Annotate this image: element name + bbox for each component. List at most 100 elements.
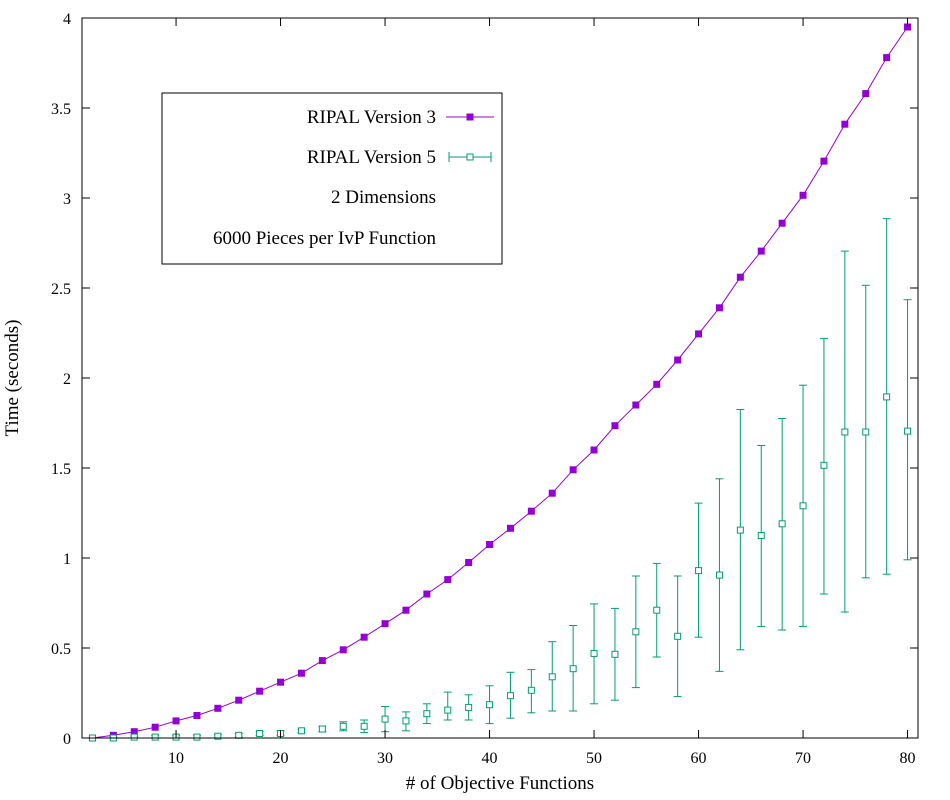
data-point-ripal-v5: [674, 632, 682, 640]
y-axis-title: Time (seconds): [2, 320, 23, 437]
data-point-ripal-v5: [151, 733, 159, 741]
data-point-ripal-v5: [820, 461, 828, 469]
data-point-ripal-v3: [381, 620, 389, 628]
data-point-ripal-v3: [736, 273, 744, 281]
legend-note-pieces: 6000 Pieces per IvP Function: [213, 228, 437, 249]
data-point-ripal-v5: [715, 571, 723, 579]
data-point-ripal-v5: [256, 730, 264, 737]
data-point-ripal-v5: [590, 649, 598, 657]
x-tick-label: 80: [900, 750, 916, 767]
data-point-ripal-v3: [590, 446, 598, 454]
x-tick-label: 20: [273, 750, 289, 767]
data-point-ripal-v3: [318, 657, 326, 665]
data-point-ripal-v5: [736, 526, 744, 534]
data-point-ripal-v5: [548, 673, 556, 681]
data-point-ripal-v5: [778, 520, 786, 528]
data-point-ripal-v3: [653, 380, 661, 388]
data-point-ripal-v3: [527, 507, 535, 515]
data-point-ripal-v5: [611, 650, 619, 658]
data-point-ripal-v3: [339, 646, 347, 654]
y-tick-label: 4: [63, 11, 71, 28]
data-point-ripal-v3: [778, 219, 786, 227]
y-tick-label: 1.5: [51, 461, 71, 478]
x-tick-label: 70: [795, 750, 811, 767]
data-point-ripal-v3: [862, 90, 870, 98]
data-point-ripal-v5: [339, 722, 347, 730]
legend-label-ripal-v5: RIPAL Version 5: [307, 147, 436, 168]
y-tick-label: 3.5: [51, 101, 71, 118]
legend-swatch-marker-ripal-v3: [466, 113, 474, 121]
data-point-ripal-v3: [715, 304, 723, 312]
data-point-ripal-v3: [235, 696, 243, 704]
data-point-ripal-v3: [757, 247, 765, 255]
data-point-ripal-v5: [904, 427, 912, 435]
data-point-ripal-v3: [423, 590, 431, 598]
data-point-ripal-v5: [444, 706, 452, 714]
legend-swatches: [446, 113, 494, 162]
data-point-ripal-v5: [862, 428, 870, 436]
data-point-ripal-v5: [695, 567, 703, 575]
x-tick-label: 50: [586, 750, 602, 767]
data-point-ripal-v3: [904, 23, 912, 31]
x-tick-label: 40: [482, 750, 498, 767]
y-tick-label: 0: [63, 731, 71, 748]
data-point-ripal-v3: [548, 489, 556, 497]
data-point-ripal-v3: [569, 466, 577, 474]
legend-swatch-marker-ripal-v5: [466, 153, 474, 161]
y-tick-label: 3: [63, 191, 71, 208]
data-point-ripal-v5: [402, 717, 410, 725]
data-point-ripal-v3: [277, 678, 285, 686]
data-point-ripal-v5: [841, 428, 849, 436]
data-point-ripal-v5: [193, 733, 201, 741]
data-point-ripal-v3: [674, 356, 682, 364]
data-point-ripal-v5: [465, 703, 473, 711]
data-point-ripal-v5: [318, 725, 326, 733]
data-point-ripal-v5: [423, 710, 431, 718]
x-tick-label: 60: [691, 750, 707, 767]
data-point-ripal-v3: [799, 191, 807, 199]
data-point-ripal-v5: [653, 606, 661, 614]
data-point-ripal-v3: [486, 541, 494, 548]
data-point-ripal-v5: [214, 732, 222, 740]
data-point-ripal-v5: [235, 731, 243, 739]
data-point-ripal-v5: [757, 532, 765, 539]
data-point-ripal-v5: [569, 665, 577, 673]
plot-area: [88, 23, 912, 742]
data-point-ripal-v3: [297, 669, 305, 677]
legend-note-dimensions: 2 Dimensions: [331, 187, 436, 208]
data-point-ripal-v5: [130, 733, 138, 741]
data-point-ripal-v5: [632, 628, 640, 636]
y-tick-label: 2.5: [51, 281, 71, 298]
data-point-ripal-v3: [130, 728, 138, 736]
x-tick-label: 30: [377, 750, 393, 767]
legend-label-ripal-v3: RIPAL Version 3: [307, 107, 436, 128]
axes: 0 0.5 1 1.5 2 2.5 3 3.5 4 10 20 30 40 50 60 70 80: [51, 11, 919, 767]
data-point-ripal-v3: [820, 157, 828, 165]
data-point-ripal-v3: [360, 633, 368, 641]
data-point-ripal-v5: [527, 686, 535, 694]
data-point-ripal-v3: [151, 723, 159, 731]
data-point-ripal-v3: [256, 687, 264, 695]
data-point-ripal-v3: [883, 54, 891, 62]
y-tick-label: 1: [63, 551, 71, 568]
data-point-ripal-v3: [841, 120, 849, 128]
x-tick-label: 10: [168, 750, 184, 767]
data-point-ripal-v3: [611, 422, 619, 430]
x-axis-title: # of Objective Functions: [406, 773, 594, 794]
data-point-ripal-v5: [883, 393, 891, 401]
legend: RIPAL Version 3 RIPAL Version 5 2 Dimens…: [161, 92, 503, 265]
data-point-ripal-v5: [360, 722, 368, 730]
series-line-ripal-v3: [92, 26, 908, 739]
data-point-ripal-v3: [402, 606, 410, 614]
data-point-ripal-v3: [193, 712, 201, 719]
y-tick-label: 2: [63, 371, 71, 388]
data-point-ripal-v3: [172, 717, 180, 725]
data-point-ripal-v5: [297, 727, 305, 735]
data-point-ripal-v3: [444, 576, 452, 584]
y-tick-label: 0.5: [51, 641, 71, 658]
data-point-ripal-v3: [465, 559, 473, 566]
data-point-ripal-v5: [506, 692, 514, 700]
data-point-ripal-v3: [695, 330, 703, 338]
